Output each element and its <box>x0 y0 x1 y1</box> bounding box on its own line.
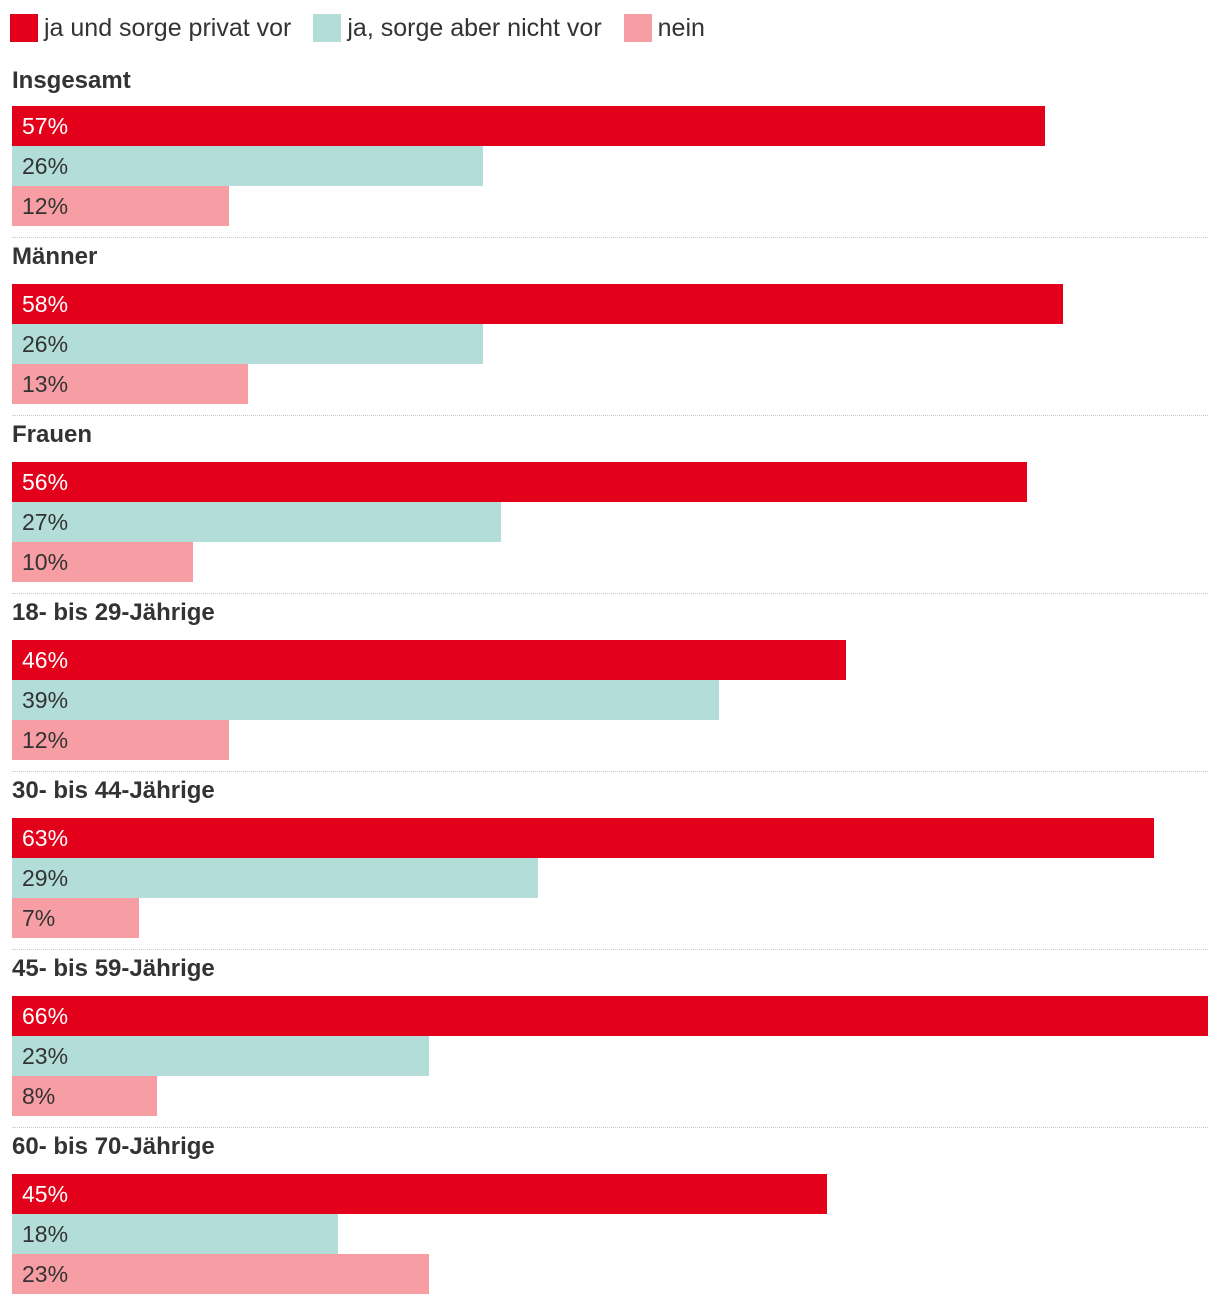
category-label: Männer <box>12 243 98 270</box>
bar: 23% <box>12 1036 429 1076</box>
bar: 13% <box>12 364 248 404</box>
category-group: 30- bis 44-Jährige 63% 29% 7% <box>12 774 1208 952</box>
category-label: 30- bis 44-Jährige <box>12 777 215 804</box>
legend-item: ja, sorge aber nicht vor <box>313 13 602 43</box>
bar: 7% <box>12 898 139 938</box>
bar: 27% <box>12 502 501 542</box>
bar: 56% <box>12 462 1027 502</box>
bar-value-label: 13% <box>22 371 69 397</box>
legend-swatch <box>623 14 652 42</box>
group-divider <box>12 949 1208 950</box>
legend-swatch <box>10 14 38 42</box>
bar-value-label: 56% <box>22 469 69 495</box>
bar: 29% <box>12 858 538 898</box>
bar: 12% <box>12 186 229 226</box>
bar-value-label: 45% <box>22 1181 69 1207</box>
group-divider <box>12 1127 1208 1128</box>
bar-value-label: 23% <box>22 1043 69 1069</box>
bar: 26% <box>12 146 483 186</box>
bar-value-label: 26% <box>22 153 69 179</box>
bar-value-label: 23% <box>22 1261 69 1287</box>
bar-value-label: 63% <box>22 825 69 851</box>
bar-value-label: 8% <box>22 1083 56 1109</box>
bar-value-label: 39% <box>22 687 69 713</box>
bar-value-label: 29% <box>22 865 69 891</box>
legend-label: ja und sorge privat vor <box>44 13 292 42</box>
category-label: 18- bis 29-Jährige <box>12 599 215 626</box>
legend: ja und sorge privat vor ja, sorge aber ni… <box>10 13 727 43</box>
bar: 58% <box>12 284 1063 324</box>
bar-value-label: 66% <box>22 1003 69 1029</box>
bar-value-label: 27% <box>22 509 69 535</box>
bar-value-label: 46% <box>22 647 69 673</box>
bar: 66% <box>12 996 1208 1036</box>
bar: 45% <box>12 1174 827 1214</box>
group-divider <box>12 415 1208 416</box>
legend-swatch <box>313 14 342 42</box>
bar-value-label: 7% <box>22 905 56 931</box>
category-group: 18- bis 29-Jährige 46% 39% 12% <box>12 596 1208 774</box>
bar: 23% <box>12 1254 429 1294</box>
bar-value-label: 10% <box>22 549 69 575</box>
category-label: Frauen <box>12 421 93 448</box>
bar-chart: Insgesamt 57% 26% 12% Männer 58% 26% 13% Frauen 5… <box>12 62 1208 1308</box>
bar: 10% <box>12 542 193 582</box>
bar-value-label: 18% <box>22 1221 69 1247</box>
category-label: 60- bis 70-Jährige <box>12 1133 215 1160</box>
legend-label: ja, sorge aber nicht vor <box>347 13 602 42</box>
category-label: 45- bis 59-Jährige <box>12 955 215 982</box>
category-group: Männer 58% 26% 13% <box>12 240 1208 418</box>
legend-item: ja und sorge privat vor <box>10 14 291 43</box>
bar: 57% <box>12 106 1045 146</box>
bar-value-label: 26% <box>22 331 69 357</box>
category-group: 45- bis 59-Jährige 66% 23% 8% <box>12 952 1208 1130</box>
group-divider <box>12 593 1208 594</box>
category-group: Frauen 56% 27% 10% <box>12 418 1208 596</box>
bar: 46% <box>12 640 846 680</box>
group-divider <box>12 237 1208 238</box>
bar: 18% <box>12 1214 338 1254</box>
bar-value-label: 12% <box>22 193 69 219</box>
bar: 8% <box>12 1076 157 1116</box>
bar-value-label: 57% <box>22 113 69 139</box>
bar: 39% <box>12 680 719 720</box>
group-divider <box>12 771 1208 772</box>
bar: 12% <box>12 720 229 760</box>
legend-item: nein <box>623 13 705 43</box>
bar: 26% <box>12 324 483 364</box>
bar: 63% <box>12 818 1154 858</box>
category-group: Insgesamt 57% 26% 12% <box>12 62 1208 240</box>
category-group: 60- bis 70-Jährige 45% 18% 23% <box>12 1130 1208 1308</box>
bar-value-label: 12% <box>22 727 69 753</box>
legend-label: nein <box>657 13 705 42</box>
bar-value-label: 58% <box>22 291 69 317</box>
category-label: Insgesamt <box>12 67 131 94</box>
